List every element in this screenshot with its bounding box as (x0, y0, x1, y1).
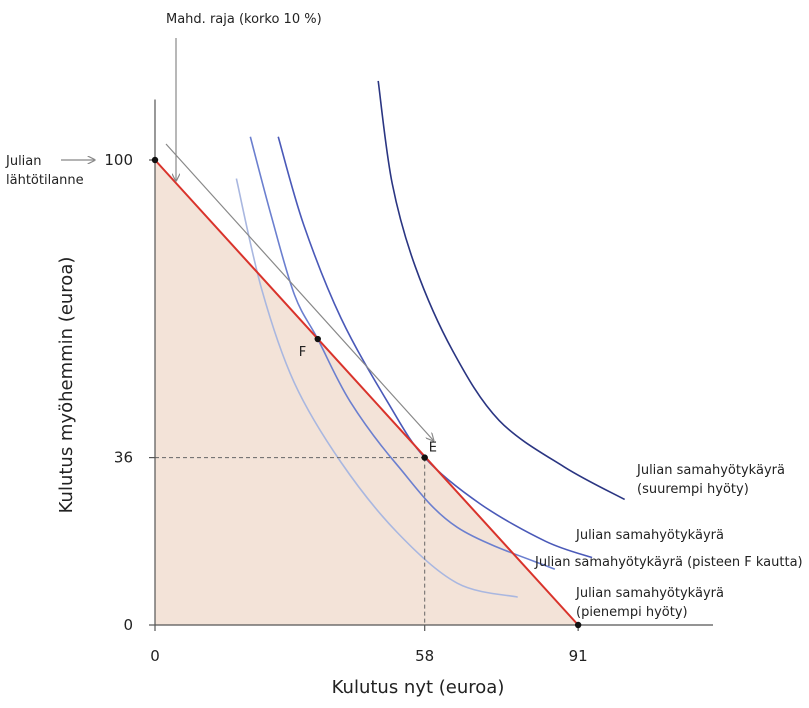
indifference-curve-1 (235, 178, 518, 598)
start-label-line1: Julian (5, 154, 42, 169)
budget-line (154, 159, 579, 626)
curve-label-through-f: Julian samahyötykäyrä (pisteen F kautta) (534, 555, 803, 570)
frontier-label: Mahd. raja (korko 10 %) (166, 12, 322, 27)
curve-label-lower-line2: (pienempi hyöty) (576, 605, 688, 620)
curve-label-middle: Julian samahyötykäyrä (575, 528, 724, 543)
x-tick-label: 58 (415, 647, 434, 665)
start-label-line2: lähtötilanne (6, 173, 84, 188)
point-marker (574, 621, 582, 629)
point-marker (151, 156, 159, 164)
point-label-e: E (429, 441, 437, 456)
curve-label-higher-line1: Julian samahyötykäyrä (636, 463, 785, 478)
x-axis-title: Kulutus nyt (euroa) (332, 677, 505, 698)
curve-label-lower-line1: Julian samahyötykäyrä (575, 586, 724, 601)
indifference-curve-4 (377, 80, 626, 501)
y-tick-label: 0 (123, 616, 133, 634)
x-tick-label: 91 (569, 647, 588, 665)
y-tick-label: 100 (104, 151, 133, 169)
y-axis-title: Kulutus myöhemmin (euroa) (56, 257, 77, 514)
curve-label-higher-line2: (suurempi hyöty) (637, 482, 749, 497)
indifference-curve-2 (249, 136, 556, 570)
indifference-curve-3 (277, 136, 593, 559)
frontier-line-arrow (165, 143, 433, 440)
point-label-f: F (299, 345, 306, 360)
point-e (421, 454, 428, 461)
x-tick-label: 0 (150, 647, 160, 665)
point-f (314, 335, 321, 343)
y-tick-label: 36 (114, 449, 133, 467)
